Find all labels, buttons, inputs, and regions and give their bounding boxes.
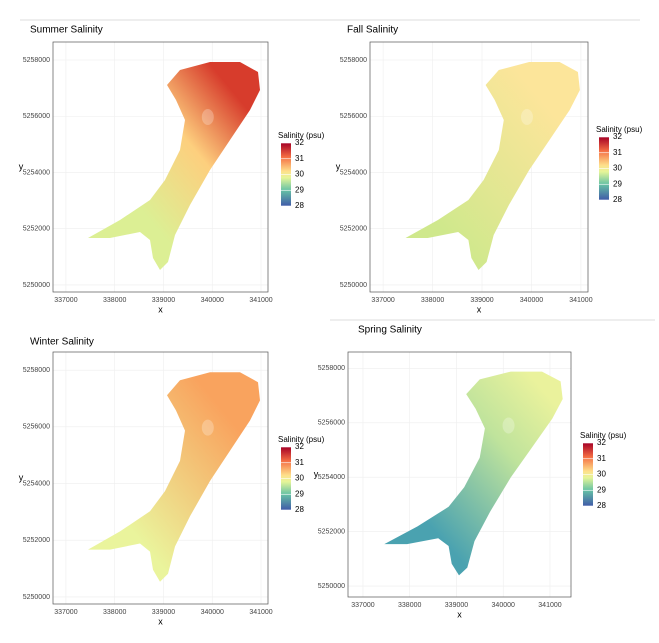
y-tick-label: 5254000: [23, 169, 50, 176]
x-axis-label: x: [158, 616, 163, 626]
y-tick-label: 5258000: [23, 57, 50, 64]
x-tick-label: 337000: [371, 297, 394, 304]
water-body: [88, 372, 260, 582]
x-tick-label: 337000: [351, 602, 374, 609]
x-tick-label: 339000: [152, 609, 175, 616]
panel-frame: [52, 351, 269, 605]
y-axis-label: y: [314, 469, 319, 479]
legend-tick-label: 28: [295, 201, 304, 210]
x-tick-label: 340000: [520, 297, 543, 304]
legend-title: Salinity (psu): [596, 125, 643, 134]
legend-tick-label: 29: [295, 185, 304, 194]
y-tick-label: 5252000: [23, 226, 50, 233]
panel-frame: [369, 41, 589, 293]
shoal: [520, 109, 533, 125]
x-tick-label: 338000: [103, 609, 126, 616]
y-tick-label: 5254000: [23, 480, 50, 487]
legend-tick-label: 28: [295, 505, 304, 514]
legend-tick-label: 31: [613, 148, 622, 157]
shoal: [502, 417, 515, 434]
y-tick-label: 5258000: [340, 57, 367, 64]
legend-title: Salinity (psu): [278, 131, 325, 140]
x-tick-label: 339000: [470, 297, 493, 304]
y-tick-label: 5252000: [23, 537, 50, 544]
legend-tick-label: 28: [613, 195, 622, 204]
legend-tick-label: 30: [295, 170, 304, 179]
y-tick-label: 5250000: [340, 282, 367, 289]
x-tick-label: 339000: [445, 602, 468, 609]
legend-tick-label: 30: [613, 164, 622, 173]
x-axis-label: x: [457, 609, 462, 619]
x-tick-label: 337000: [54, 609, 77, 616]
x-tick-label: 340000: [201, 609, 224, 616]
legend-title: Salinity (psu): [580, 431, 627, 440]
legend-tick-label: 30: [295, 474, 304, 483]
legend-tick-label: 29: [295, 489, 304, 498]
legend-tick-label: 32: [613, 132, 622, 141]
x-tick-label: 340000: [201, 297, 224, 304]
panel-frame: [347, 351, 572, 598]
legend-tick-label: 31: [295, 458, 304, 467]
x-tick-label: 338000: [398, 602, 421, 609]
legend-tick-label: 30: [597, 470, 606, 479]
panel-title: Summer Salinity: [30, 25, 103, 36]
y-axis-label: y: [336, 161, 341, 171]
shoal: [201, 109, 214, 125]
water-body: [88, 62, 260, 270]
y-tick-label: 5256000: [23, 424, 50, 431]
x-tick-label: 337000: [54, 297, 77, 304]
x-tick-label: 341000: [249, 297, 272, 304]
legend-tick-label: 29: [597, 485, 606, 494]
x-tick-label: 338000: [103, 297, 126, 304]
y-tick-label: 5258000: [318, 365, 345, 372]
y-tick-label: 5250000: [318, 583, 345, 590]
y-tick-label: 5250000: [23, 282, 50, 289]
y-tick-label: 5252000: [340, 226, 367, 233]
y-axis-label: y: [19, 472, 24, 482]
legend-tick-label: 31: [597, 454, 606, 463]
legend-tick-label: 32: [597, 438, 606, 447]
x-tick-label: 339000: [152, 297, 175, 304]
panel-title: Spring Salinity: [358, 325, 422, 336]
legend-tick-label: 32: [295, 138, 304, 147]
water-body: [384, 371, 563, 576]
x-axis-label: x: [158, 304, 163, 314]
y-tick-label: 5256000: [23, 113, 50, 120]
y-tick-label: 5256000: [340, 113, 367, 120]
legend-tick-label: 28: [597, 501, 606, 510]
x-tick-label: 341000: [538, 602, 561, 609]
x-tick-label: 340000: [492, 602, 515, 609]
legend-tick-label: 31: [295, 154, 304, 163]
legend-tick-label: 29: [613, 179, 622, 188]
x-tick-label: 341000: [569, 297, 592, 304]
panel-frame: [52, 41, 269, 293]
y-axis-label: y: [19, 161, 24, 171]
legend-title: Salinity (psu): [278, 435, 325, 444]
panel-title: Winter Salinity: [30, 337, 94, 348]
legend-tick-label: 32: [295, 442, 304, 451]
y-tick-label: 5254000: [340, 169, 367, 176]
x-tick-label: 338000: [421, 297, 444, 304]
y-tick-label: 5250000: [23, 594, 50, 601]
y-tick-label: 5258000: [23, 367, 50, 374]
y-tick-label: 5256000: [318, 420, 345, 427]
y-tick-label: 5252000: [318, 529, 345, 536]
panel-title: Fall Salinity: [347, 25, 398, 36]
shoal: [201, 419, 214, 436]
y-tick-label: 5254000: [318, 474, 345, 481]
x-axis-label: x: [477, 304, 482, 314]
water-body: [405, 62, 580, 270]
x-tick-label: 341000: [249, 609, 272, 616]
